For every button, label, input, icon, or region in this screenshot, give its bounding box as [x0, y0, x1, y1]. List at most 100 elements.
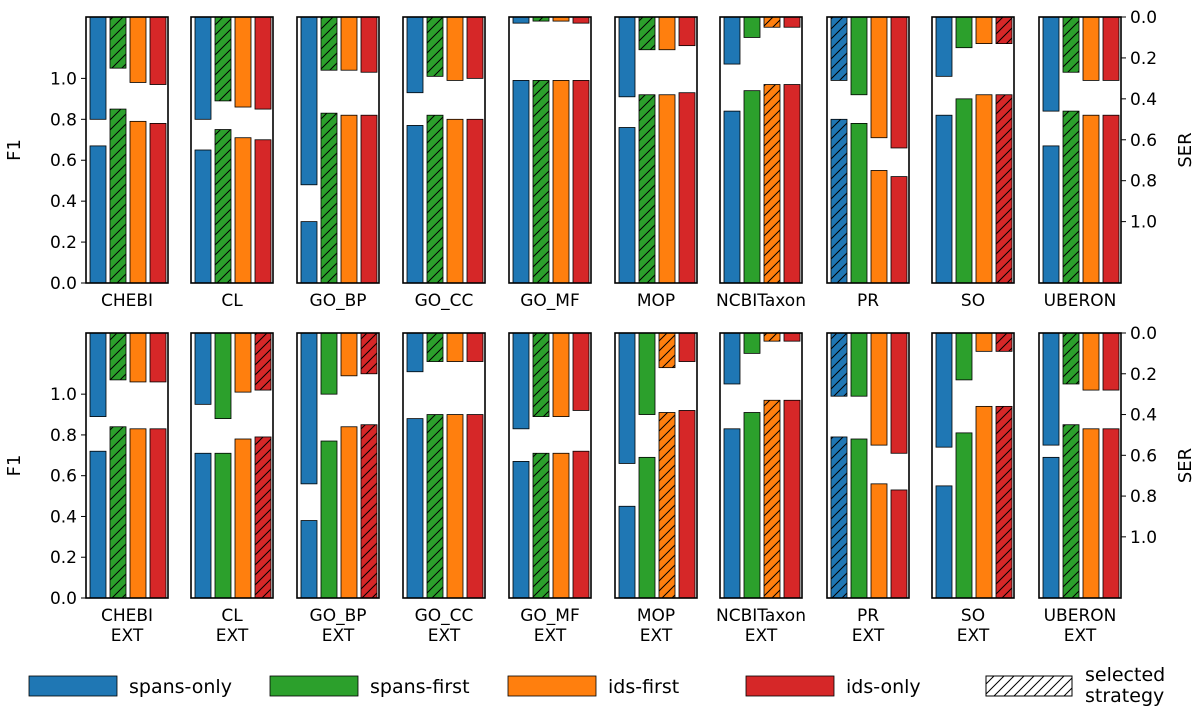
panel-go-mf: GO_MF: [508, 16, 592, 311]
ser-bar-spans-only: [723, 16, 741, 65]
panel-cl: CL: [190, 16, 274, 311]
panel-so: SO: [931, 16, 1015, 311]
f1-bar-ids-only: [149, 428, 167, 599]
panel-label: MOP: [637, 606, 675, 626]
ser-bar-ids-only: [149, 332, 167, 383]
legend-swatch-ids-only: [745, 675, 835, 697]
selected-hatch-ser: [764, 333, 780, 342]
legend-label-spans-first: spans-first: [370, 676, 470, 698]
ser-bar-spans-only: [512, 332, 530, 430]
selected-hatch-f1: [1063, 424, 1079, 598]
ser-bar-spans-first: [850, 332, 868, 397]
legend-swatch-spans-first: [269, 675, 359, 697]
f1-tick-label: 0.6: [50, 151, 77, 171]
panel-label: GO_CC: [415, 606, 474, 626]
selected-hatch-ser: [533, 17, 549, 22]
ser-tick-label: 0.4: [1130, 90, 1157, 110]
ser-bar-ids-first: [1082, 16, 1100, 81]
ser-bar-ids-first: [129, 332, 147, 383]
f1-bar-spans-only: [194, 149, 212, 284]
f1-bar-ids-only: [678, 410, 696, 599]
f1-bar-ids-first: [1082, 114, 1100, 284]
ser-bar-spans-only: [300, 16, 318, 186]
chart-root: CHEBI CL GO_BP GO_CC GO_MF MOP NCBITaxon PR SO UB…: [4, 8, 1196, 707]
f1-bar-ids-first: [340, 114, 358, 284]
f1-bar-spans-first: [955, 432, 973, 599]
ser-bar-spans-only: [89, 16, 107, 120]
ser-bar-ids-only: [572, 332, 590, 411]
selected-hatch-ser: [831, 333, 847, 397]
f1-bar-spans-only: [935, 114, 953, 284]
selected-hatch-f1: [110, 109, 126, 283]
f1-bar-ids-only: [1102, 114, 1120, 284]
selected-hatch-f1: [996, 94, 1012, 283]
ser-tick-label: 0.4: [1130, 406, 1157, 426]
ser-bar-spans-only: [935, 16, 953, 77]
f1-bar-ids-only: [149, 123, 167, 284]
panel-label: GO_MF: [520, 291, 580, 311]
panel-label: EXT: [640, 626, 673, 646]
panel-frame: [296, 16, 380, 284]
f1-bar-ids-only: [890, 176, 908, 284]
ser-bar-spans-only: [618, 332, 636, 464]
panel-frame: [931, 332, 1015, 599]
panel-frame: [508, 332, 592, 599]
ser-tick-label: 0.8: [1130, 487, 1157, 507]
ser-bar-ids-first: [975, 332, 993, 352]
panel-frame: [85, 16, 169, 284]
legend-label-spans-only: spans-only: [129, 676, 232, 698]
selected-hatch-f1: [321, 113, 337, 284]
f1-bar-ids-first: [552, 80, 570, 284]
selected-hatch-ser: [361, 333, 377, 374]
selected-hatch-ser: [831, 17, 847, 81]
ser-bar-spans-first: [320, 332, 338, 395]
selected-hatch-f1: [110, 426, 126, 598]
f1-axis-label: F1: [4, 139, 25, 161]
f1-axis: 0.0 0.2 0.4 0.6 0.8 1.0 F1: [4, 69, 86, 294]
f1-bar-spans-only: [194, 452, 212, 599]
panel-label: SO: [961, 291, 985, 311]
selected-hatch-ser: [1063, 17, 1079, 73]
f1-bar-spans-first: [214, 452, 232, 599]
f1-tick-label: 0.2: [50, 233, 77, 253]
panel-label: CHEBI: [101, 291, 153, 311]
panel-label: PR: [857, 606, 879, 626]
f1-bar-ids-only: [254, 139, 272, 284]
ser-tick-label: 0.0: [1130, 324, 1157, 344]
f1-bar-ids-first: [975, 405, 993, 599]
panel-frame: [931, 16, 1015, 284]
ser-tick-label: 1.0: [1130, 528, 1157, 548]
ser-bar-ids-only: [149, 16, 167, 85]
f1-bar-spans-only: [512, 80, 530, 284]
selected-hatch-f1: [215, 129, 231, 283]
panel-go-cc: GO_CC: [402, 16, 486, 311]
ser-bar-ids-only: [466, 332, 484, 362]
selected-hatch-f1: [255, 436, 271, 598]
selected-hatch-f1: [1063, 111, 1079, 283]
f1-tick-label: 0.2: [50, 548, 77, 568]
panel-uberon: UBERON: [1038, 16, 1122, 311]
legend-label-ids-only: ids-only: [846, 676, 921, 698]
f1-bar-ids-first: [234, 438, 252, 599]
ser-tick-label: 0.8: [1130, 172, 1157, 192]
panel-frame: [190, 332, 274, 599]
panel-frame: [614, 16, 698, 284]
f1-bar-spans-only: [618, 127, 636, 284]
f1-bar-ids-first: [552, 452, 570, 599]
ser-bar-spans-only: [1042, 332, 1060, 446]
ser-bar-ids-first: [658, 16, 676, 51]
f1-bar-spans-only: [300, 221, 318, 284]
panel-label: EXT: [534, 626, 567, 646]
selected-hatch-f1: [659, 412, 675, 598]
ser-axis-label: SER: [1175, 132, 1196, 167]
f1-bar-ids-first: [129, 428, 147, 599]
ser-bar-spans-only: [935, 332, 953, 448]
ser-bar-ids-first: [446, 16, 464, 81]
selected-hatch-ser: [659, 333, 675, 368]
